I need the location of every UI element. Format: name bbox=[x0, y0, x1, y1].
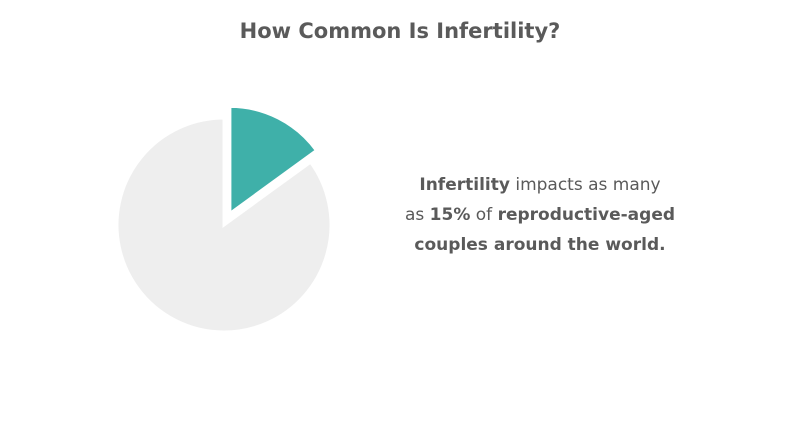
annotation: Infertility impacts as many as 15% of rep… bbox=[405, 175, 675, 255]
annotation-text: impacts as many bbox=[510, 175, 661, 195]
annotation-text: Infertility bbox=[419, 175, 510, 195]
pie-slice bbox=[115, 116, 333, 334]
annotation-text: couples around the world. bbox=[414, 235, 665, 255]
annotation-text: as bbox=[405, 205, 430, 225]
annotation-text: 15% bbox=[430, 205, 471, 225]
pie-slice bbox=[228, 104, 319, 217]
annotation-text: reproductive-aged bbox=[498, 205, 675, 225]
annotation-text: of bbox=[470, 205, 497, 225]
chart-title: How Common Is Infertility? bbox=[240, 19, 561, 43]
